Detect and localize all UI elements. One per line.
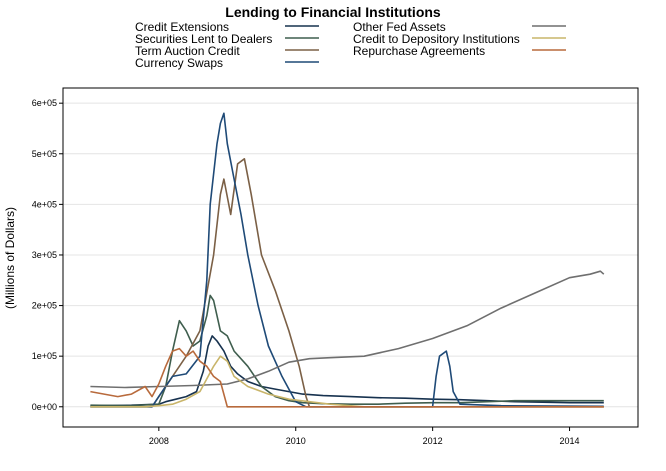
y-tick-label: 3e+05	[32, 250, 57, 260]
series-line-other-fed-assets	[90, 270, 605, 389]
series-line-currency-swaps	[90, 112, 604, 408]
legend-label-credit-extensions: Credit Extensions	[135, 20, 229, 34]
series-line-credit-to-depository-institutions	[90, 355, 604, 408]
y-tick-label: 6e+05	[32, 98, 57, 108]
legend-label-currency-swaps: Currency Swaps	[135, 56, 223, 70]
series-line-credit-extensions	[90, 335, 604, 407]
x-tick-label: 2014	[560, 436, 580, 446]
x-tick-label: 2008	[149, 436, 169, 446]
legend-label-term-auction-credit: Term Auction Credit	[135, 44, 240, 58]
legend-label-securities-lent-to-dealers: Securities Lent to Dealers	[135, 32, 272, 46]
y-tick-label: 5e+05	[32, 149, 57, 159]
y-tick-label: 2e+05	[32, 301, 57, 311]
series-line-securities-lent-to-dealers	[90, 294, 604, 407]
y-tick-label: 0e+00	[32, 402, 57, 412]
x-tick-label: 2012	[423, 436, 443, 446]
chart-title: Lending to Financial Institutions	[225, 4, 441, 20]
legend-label-other-fed-assets: Other Fed Assets	[353, 20, 446, 34]
y-tick-label: 4e+05	[32, 199, 57, 209]
x-axis: 2008 2010 2012 2014	[149, 427, 580, 446]
x-tick-label: 2010	[286, 436, 306, 446]
y-axis: 0e+00 1e+05 2e+05 3e+05 4e+05 5e+05 6e+05	[32, 98, 63, 412]
grid	[63, 102, 638, 408]
plot-area	[62, 87, 639, 428]
y-axis-label: (Millions of Dollars)	[3, 207, 17, 309]
legend-label-repurchase-agreements: Repurchase Agreements	[353, 44, 485, 58]
series-line-repurchase-agreements	[90, 347, 604, 408]
legend-label-credit-to-depository-institutions: Credit to Depository Institutions	[353, 32, 520, 46]
series-line-term-auction-credit	[90, 158, 604, 408]
y-tick-label: 1e+05	[32, 351, 57, 361]
series-lines	[90, 112, 605, 408]
